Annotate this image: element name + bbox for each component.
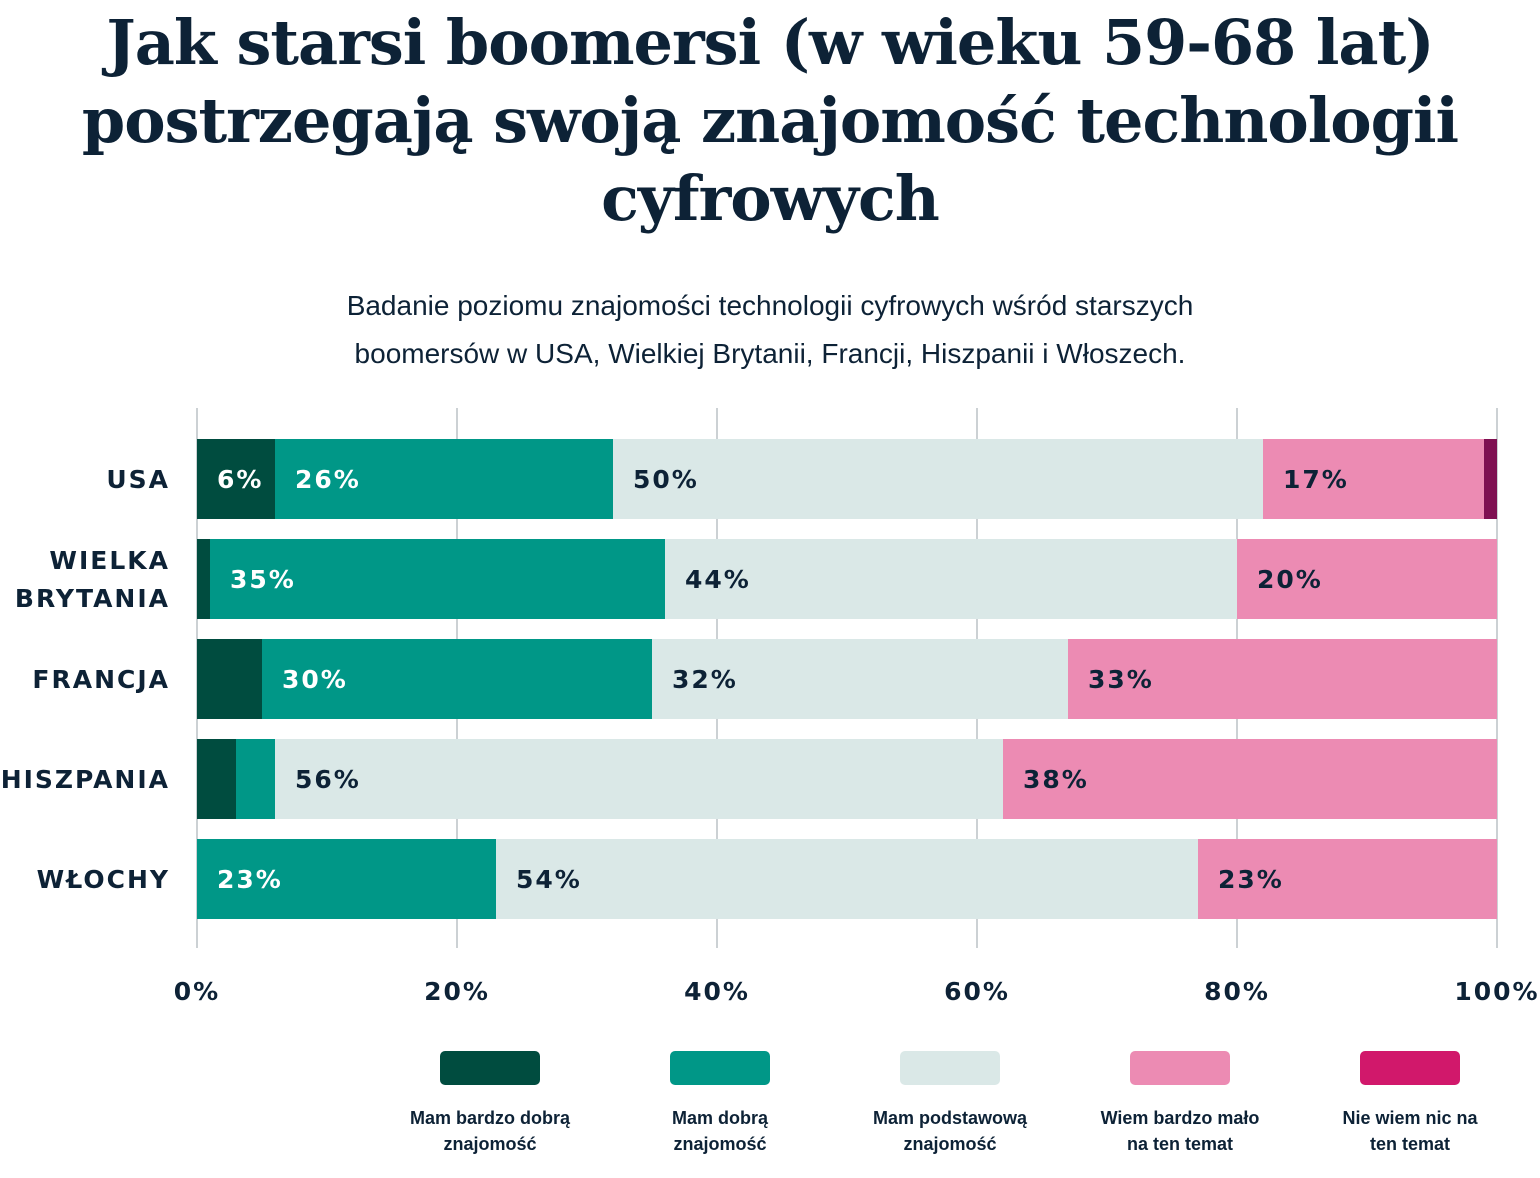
x-tick-label: 40%: [684, 977, 750, 1006]
data-label: 23%: [1218, 865, 1284, 894]
legend-label-line: Nie wiem nic na: [1342, 1108, 1478, 1128]
bar-segment: [1003, 739, 1497, 819]
legend-label: Wiem bardzo mało na ten temat: [1070, 1105, 1290, 1157]
bar-segment: [613, 439, 1263, 519]
data-label: 17%: [1283, 465, 1349, 494]
legend-swatch: [670, 1051, 770, 1085]
data-label: 23%: [217, 865, 283, 894]
bar-segment: [197, 539, 210, 619]
data-label: 50%: [633, 465, 699, 494]
chart-title: Jak starsi boomersi (w wieku 59-68 lat) …: [81, 6, 1459, 235]
legend-swatch: [900, 1051, 1000, 1085]
legend-label-line: na ten temat: [1126, 1134, 1234, 1154]
legend-label-line: Mam dobrą: [671, 1108, 768, 1128]
bar-segment: [1237, 539, 1497, 619]
y-category-label: BRYTANIA: [15, 584, 170, 613]
data-label: 30%: [282, 665, 348, 694]
legend-label: Mam dobrą znajomość: [610, 1105, 830, 1157]
subtitle-line: boomersów w USA, Wielkiej Brytanii, Fran…: [354, 338, 1186, 369]
bar-segment: [1263, 439, 1484, 519]
data-label: 26%: [295, 465, 361, 494]
legend-label: Mam bardzo dobrą znajomość: [380, 1105, 600, 1157]
x-tick-label: 20%: [424, 977, 490, 1006]
y-category-label: WŁOCHY: [37, 865, 170, 894]
bar-segment: [496, 839, 1198, 919]
y-category-label: WIELKA: [49, 546, 170, 575]
x-tick-label: 80%: [1204, 977, 1270, 1006]
bar-segment: [275, 439, 613, 519]
legend-label-line: Mam bardzo dobrą: [409, 1108, 570, 1128]
data-label: 54%: [516, 865, 582, 894]
data-label: 56%: [295, 765, 361, 794]
bar-segment: [197, 439, 275, 519]
legend-label: Nie wiem nic na ten temat: [1300, 1105, 1520, 1157]
legend-swatch: [1360, 1051, 1460, 1085]
bar-segment: [1198, 839, 1497, 919]
legend-label-line: znajomość: [673, 1134, 767, 1154]
bar-segment: [210, 539, 665, 619]
data-label: 35%: [230, 565, 296, 594]
x-tick-label: 60%: [944, 977, 1010, 1006]
legend-label-line: Wiem bardzo mało: [1100, 1108, 1260, 1128]
legend-swatch: [440, 1051, 540, 1085]
bar-segment: [236, 739, 275, 819]
bar-segment: [197, 639, 262, 719]
bar-segment: [197, 739, 236, 819]
data-label: 44%: [685, 565, 751, 594]
x-tick-label: 0%: [174, 977, 220, 1006]
data-label: 20%: [1257, 565, 1323, 594]
bar-segment: [1484, 439, 1497, 519]
legend-label-line: znajomość: [903, 1134, 997, 1154]
legend-label: Mam podstawową znajomość: [840, 1105, 1060, 1157]
data-label: 32%: [672, 665, 738, 694]
legend-label-line: ten temat: [1369, 1134, 1450, 1154]
legend-label-line: Mam podstawową: [872, 1108, 1028, 1128]
y-category-label: USA: [106, 465, 170, 494]
bar-segment: [275, 739, 1003, 819]
bar-segment: [262, 639, 652, 719]
bar-segment: [1068, 639, 1497, 719]
data-label: 6%: [217, 465, 263, 494]
legend-label-line: znajomość: [443, 1134, 537, 1154]
legend-swatch: [1130, 1051, 1230, 1085]
chart-subtitle: Badanie poziomu znajomości technologii c…: [0, 282, 1540, 378]
subtitle-line: Badanie poziomu znajomości technologii c…: [346, 290, 1194, 321]
data-label: 38%: [1023, 765, 1089, 794]
bar-segment: [197, 839, 496, 919]
y-category-label: FRANCJA: [32, 665, 170, 694]
bar-segment: [665, 539, 1237, 619]
data-label: 33%: [1088, 665, 1154, 694]
x-tick-label: 100%: [1454, 977, 1539, 1006]
y-category-label: HISZPANIA: [1, 765, 170, 794]
bar-segment: [652, 639, 1068, 719]
